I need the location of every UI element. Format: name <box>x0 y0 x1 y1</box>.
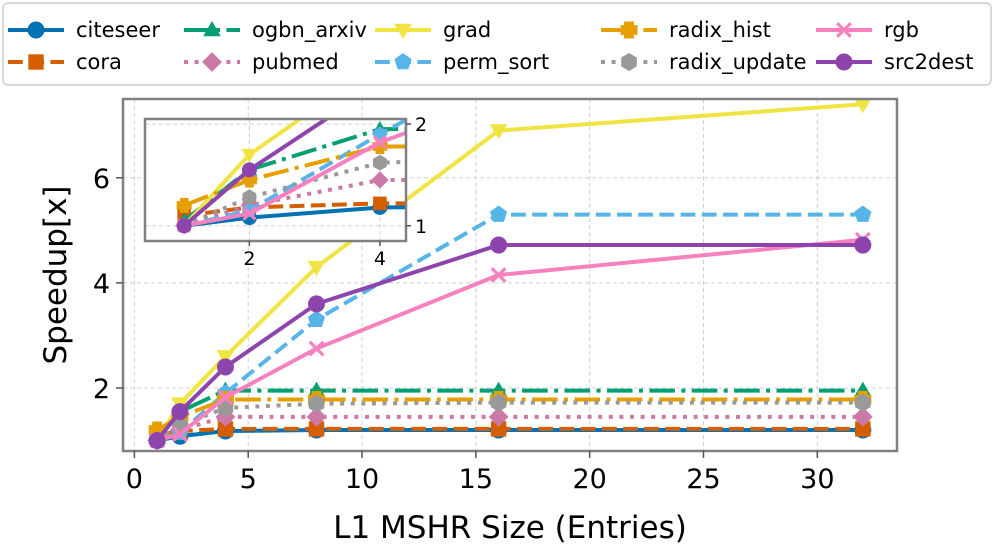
main-point-src2dest <box>308 295 325 313</box>
main-line-perm_sort <box>156 212 863 443</box>
legend-marker-pubmed <box>202 52 222 72</box>
main-point-grad <box>489 124 508 140</box>
legend-marker-radix_hist <box>620 21 638 39</box>
legend-entry-rgb: rgb <box>816 18 919 42</box>
main-point-pubmed <box>852 406 873 427</box>
inset-line-perm_sort <box>183 119 406 228</box>
main-tick-label-x: 15 <box>459 464 493 495</box>
legend-marker-perm_sort <box>394 52 412 70</box>
main-tick-label-x: 10 <box>345 464 379 495</box>
inset-point-src2dest <box>241 162 257 178</box>
main-point-radix_update <box>855 393 871 412</box>
legend-marker-grad <box>394 23 412 39</box>
main-point-grad <box>854 99 872 114</box>
main-tick-label-x: 20 <box>572 464 606 495</box>
legend-entry-grad: grad <box>375 18 491 42</box>
main-point-rgb <box>490 267 507 283</box>
main-point-rgb <box>217 389 234 406</box>
main-tick-label-x: 5 <box>240 464 257 495</box>
main-tick-label-y: 2 <box>93 374 110 405</box>
main-tick-label-x: 30 <box>800 464 834 495</box>
legend-entry-radix_hist: radix_hist <box>601 18 771 43</box>
legend-label-citeseer: citeseer <box>76 18 160 42</box>
legend-marker-ogbn_arxiv <box>203 21 221 37</box>
inset-point-rgb <box>372 135 387 150</box>
main-point-radix_update <box>490 393 507 412</box>
legend-entry-citeseer: citeseer <box>8 18 160 42</box>
main-series-src2dest <box>148 236 872 449</box>
main-point-src2dest <box>216 358 234 376</box>
legend-label-radix_hist: radix_hist <box>669 18 771 43</box>
legend-marker-cora <box>28 54 44 70</box>
main-point-rgb <box>171 426 188 443</box>
inset-line-pubmed <box>183 178 406 228</box>
inset-tick-label-y: 1 <box>415 216 427 238</box>
inset-line-grad <box>182 119 304 228</box>
x-axis-title: L1 MSHR Size (Entries) <box>333 510 687 546</box>
main-tick-label-x: 0 <box>126 464 143 495</box>
legend-marker-radix_update <box>621 53 637 71</box>
main-point-radix_update <box>308 394 325 413</box>
main-point-perm_sort <box>854 205 872 222</box>
legend-label-rgb: rgb <box>884 18 919 42</box>
inset-line-src2dest <box>182 119 330 228</box>
inset-point-pubmed <box>371 171 389 189</box>
main-point-src2dest <box>148 431 166 449</box>
legend-entry-ogbn_arxiv: ogbn_arxiv <box>184 18 367 43</box>
legend-label-cora: cora <box>76 50 122 74</box>
inset-point-radix_update <box>373 154 387 171</box>
inset-point-radix_hist <box>176 197 192 213</box>
legend-label-src2dest: src2dest <box>884 50 973 74</box>
inset-plot: 2 4 1 2 <box>143 114 427 270</box>
inset-point-src2dest <box>176 218 192 234</box>
plot-frame <box>121 97 899 453</box>
legend-label-ogbn_arxiv: ogbn_arxiv <box>252 18 367 43</box>
legend-entry-pubmed: pubmed <box>184 50 339 74</box>
legend-label-radix_update: radix_update <box>669 50 807 75</box>
legend-marker-rgb <box>836 22 852 38</box>
main-point-grad <box>216 350 235 366</box>
main-tick-label-y: 6 <box>93 164 110 195</box>
main-line-ogbn_arxiv <box>155 388 863 440</box>
inset-tick-label-x: 4 <box>374 248 386 270</box>
inset-line-radix_hist <box>183 144 406 208</box>
main-tick-label-x: 25 <box>686 464 720 495</box>
main-point-src2dest <box>854 236 872 254</box>
legend-frame <box>2 2 992 86</box>
legend-marker-src2dest <box>835 53 853 71</box>
main-point-grad <box>307 260 326 277</box>
main-line-rgb <box>156 237 864 443</box>
legend-label-pubmed: pubmed <box>252 50 339 74</box>
legend-entry-cora: cora <box>8 50 122 74</box>
inset-point-radix_update <box>242 189 257 206</box>
inset-tick-label-y: 2 <box>415 114 427 136</box>
legend-entry-perm_sort: perm_sort <box>375 50 549 75</box>
legend-entry-radix_update: radix_update <box>601 50 807 75</box>
legend-entry-src2dest: src2dest <box>816 50 973 74</box>
inset-point-rgb <box>242 206 257 221</box>
main-point-src2dest <box>490 236 508 254</box>
inset-point-grad <box>241 149 258 163</box>
main-point-perm_sort <box>307 310 326 327</box>
legend-label-grad: grad <box>443 18 491 42</box>
main-point-perm_sort <box>490 205 508 222</box>
main-tick-label-y: 4 <box>93 269 110 300</box>
y-axis-title: Speedup[x] <box>38 185 74 364</box>
inset-tick-label-x: 2 <box>243 248 255 270</box>
main-line-pubmed <box>156 414 863 443</box>
inset-point-cora <box>373 196 387 211</box>
legend-label-perm_sort: perm_sort <box>443 50 549 75</box>
main-point-pubmed <box>488 406 509 427</box>
inset-frame <box>143 117 408 243</box>
main-point-src2dest <box>171 403 189 421</box>
legend-marker-citeseer <box>27 21 45 39</box>
inset-line-rgb <box>183 130 406 228</box>
main-point-rgb <box>308 340 325 357</box>
inset-line-citeseer <box>183 205 406 228</box>
main-line-cora <box>156 426 863 438</box>
inset-series-src2dest <box>176 119 330 234</box>
